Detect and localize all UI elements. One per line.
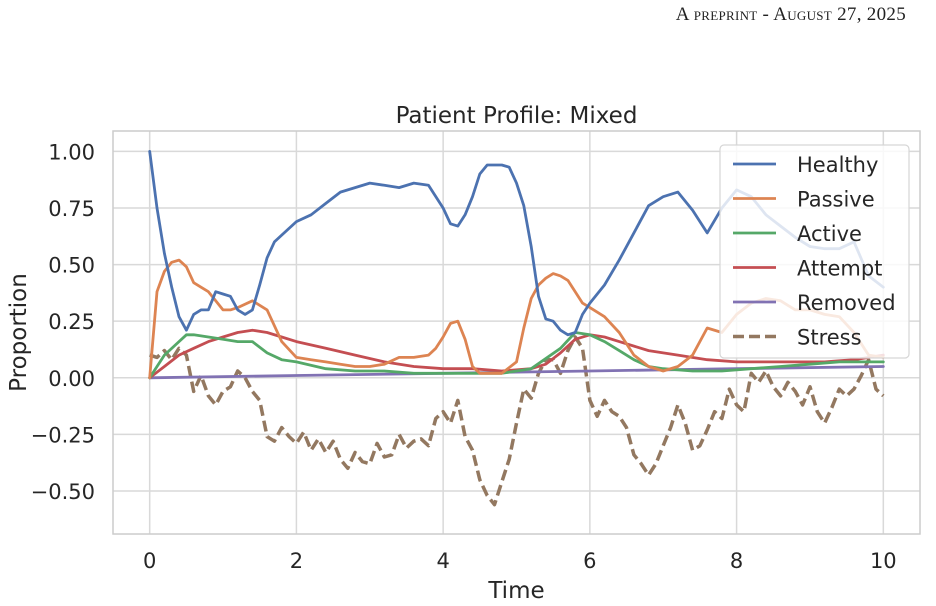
legend-label-passive: Passive — [797, 188, 875, 212]
x-axis-title: Time — [487, 578, 544, 604]
y-tick-label: −0.50 — [31, 480, 95, 504]
y-tick-label: 1.00 — [48, 140, 95, 164]
series-line-attempt — [148, 328, 885, 380]
legend-label-active: Active — [797, 222, 862, 246]
y-tick-label: 0.00 — [48, 367, 95, 391]
legend: Healthy Passive Active Attempt Removed Stress — [719, 144, 910, 359]
x-tick-label: 0 — [143, 549, 156, 573]
x-tick-label: 8 — [730, 549, 743, 573]
series-line-healthy — [148, 150, 885, 337]
legend-label-stress: Stress — [797, 326, 862, 350]
x-tick-label: 6 — [583, 549, 596, 573]
legend-label-removed: Removed — [797, 291, 896, 315]
chart-title: Patient Profile: Mixed — [396, 103, 638, 129]
legend-label-healthy: Healthy — [797, 153, 878, 177]
chart-grid — [113, 131, 920, 534]
series-line-stress — [149, 335, 885, 507]
plot-frame — [112, 130, 921, 535]
series-layer — [148, 150, 885, 507]
x-tick-label: 2 — [290, 549, 303, 573]
running-header: A preprint - August 27, 2025 — [675, 4, 906, 25]
y-axis-title: Proportion — [6, 273, 32, 392]
legend-label-attempt: Attempt — [797, 257, 882, 281]
x-tick-label: 4 — [436, 549, 449, 573]
y-tick-label: −0.25 — [31, 423, 95, 447]
y-tick-label: 0.50 — [48, 254, 95, 278]
x-tick-labels: 0 2 4 6 8 10 — [143, 549, 897, 573]
y-tick-labels: 1.00 0.75 0.50 0.25 0.00 −0.25 −0.50 — [31, 140, 95, 504]
y-tick-label: 0.25 — [48, 310, 95, 334]
x-tick-label: 10 — [870, 549, 897, 573]
y-tick-label: 0.75 — [48, 197, 95, 221]
